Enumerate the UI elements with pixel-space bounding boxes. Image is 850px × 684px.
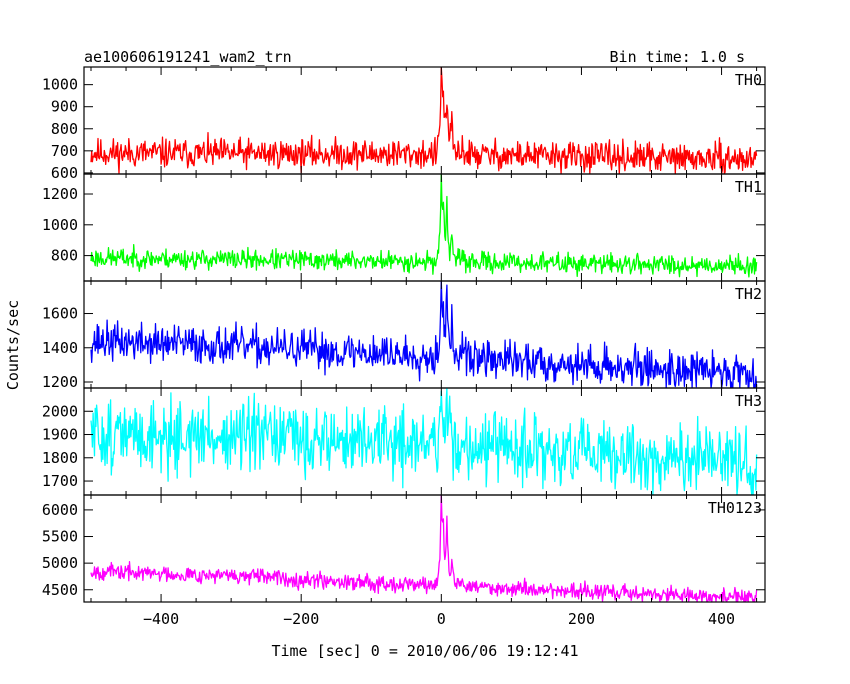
series-line-th1 (90, 173, 758, 278)
panel-th1: 800 1000 1200 TH1 (42, 173, 766, 282)
y-tick-label: 1700 (42, 472, 78, 490)
x-axis: −400 −200 0 200 400 (143, 610, 735, 628)
y-tick-label: 1000 (42, 216, 78, 234)
series-line-th0 (90, 66, 758, 175)
x-tick-label: 400 (708, 610, 735, 628)
x-tick-label: −200 (283, 610, 319, 628)
x-axis-label: Time [sec] 0 = 2010/06/06 19:12:41 (271, 642, 578, 660)
y-tick-label: 5500 (42, 528, 78, 546)
series-line-th3 (90, 387, 758, 496)
panel-frame (83, 494, 766, 603)
x-tick-label: 200 (568, 610, 595, 628)
y-tick-label: 2000 (42, 402, 78, 420)
y-tick-label: 1800 (42, 449, 78, 467)
y-tick-label: 4500 (42, 581, 78, 599)
series-label-th0123: TH0123 (708, 499, 762, 517)
panel-th2: 1200 1400 1600 TH2 (42, 280, 766, 391)
y-tick-label: 800 (51, 120, 78, 138)
y-tick-label: 1200 (42, 373, 78, 391)
panel-th3: 1700 1800 1900 2000 TH3 (42, 387, 766, 496)
plot-title: ae100606191241_wam2_trn (84, 48, 292, 66)
y-tick-label: 700 (51, 142, 78, 160)
series-label-th1: TH1 (735, 178, 762, 196)
series-label-th3: TH3 (735, 392, 762, 410)
y-tick-label: 1200 (42, 185, 78, 203)
panels-group: 600 700 800 900 1000 TH0 800 1000 1200 TH1 1200 140… (42, 66, 766, 603)
bin-time-label: Bin time: 1.0 s (610, 48, 745, 66)
y-tick-label: 900 (51, 98, 78, 116)
x-tick-label: 0 (437, 610, 446, 628)
x-tick-label: −400 (143, 610, 179, 628)
y-tick-label: 1900 (42, 426, 78, 444)
y-tick-label: 5000 (42, 554, 78, 572)
series-line-th2 (90, 280, 758, 389)
y-tick-label: 1600 (42, 305, 78, 323)
series-label-th2: TH2 (735, 285, 762, 303)
y-tick-label: 1000 (42, 76, 78, 94)
panel-th0123: 4500 5000 5500 6000 TH0123 (42, 494, 766, 603)
y-tick-label: 1400 (42, 339, 78, 357)
y-tick-label: 6000 (42, 501, 78, 519)
y-axis-label: Counts/sec (4, 300, 22, 390)
series-label-th0: TH0 (735, 71, 762, 89)
y-tick-label: 800 (51, 247, 78, 265)
y-tick-label: 600 (51, 164, 78, 182)
panel-th0: 600 700 800 900 1000 TH0 (42, 66, 766, 182)
series-line-th0123 (90, 494, 758, 603)
